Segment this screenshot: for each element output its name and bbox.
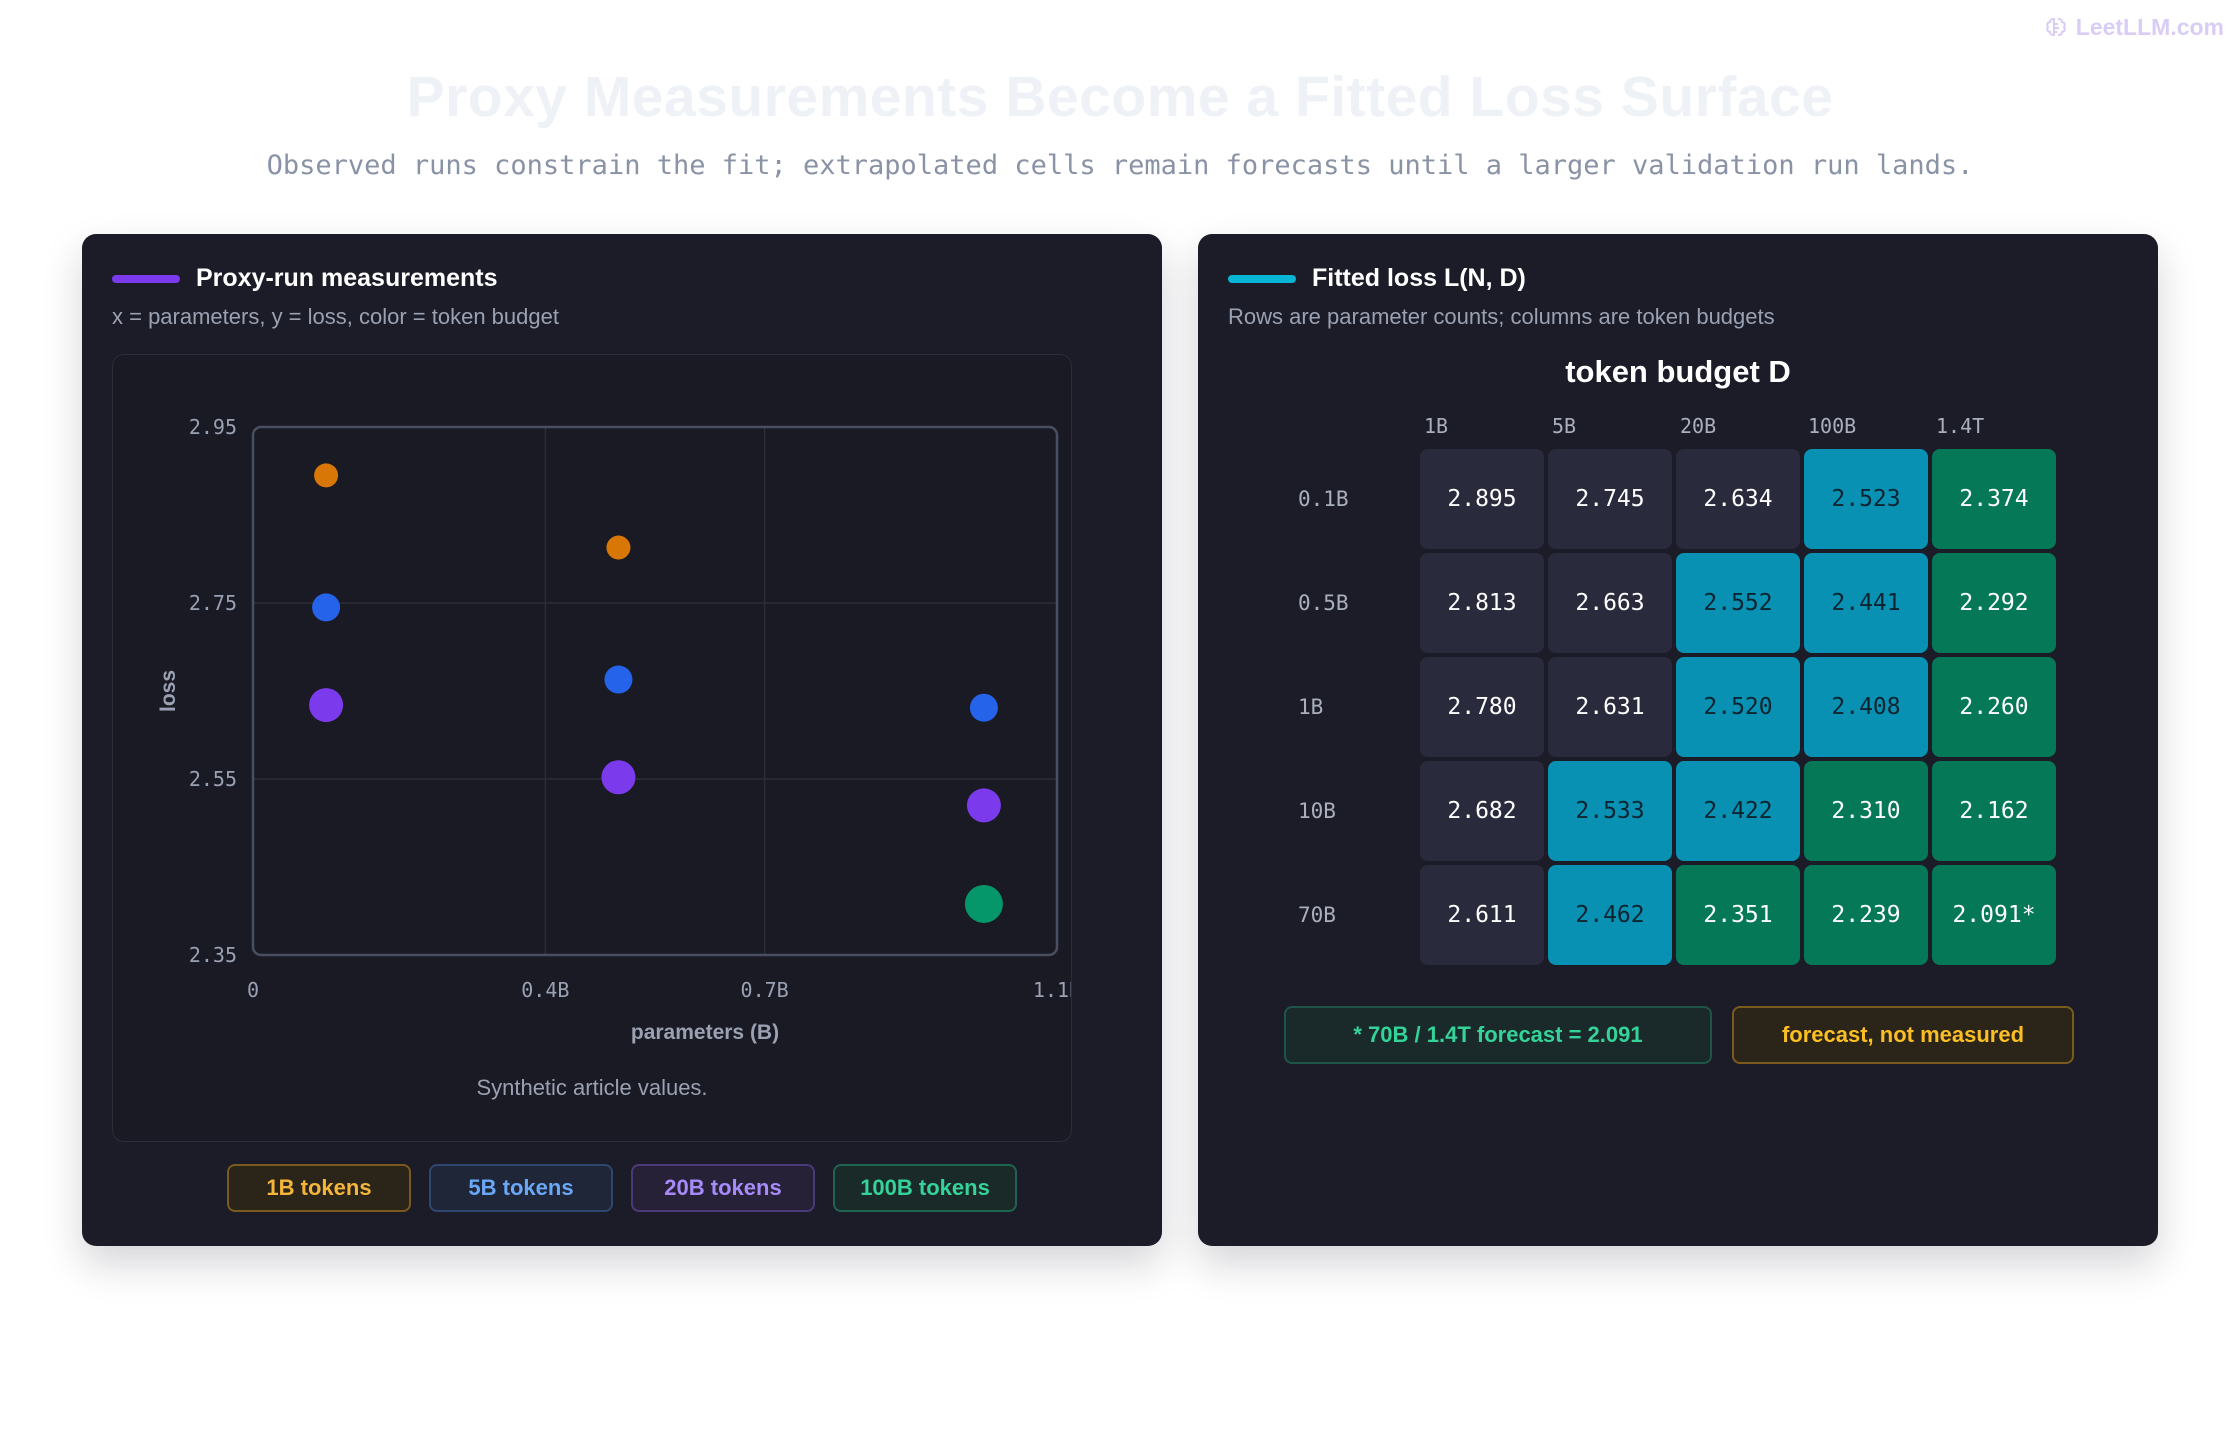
y-tick-label: 2.35 [189, 943, 237, 967]
x-tick-label: 0.4B [521, 978, 569, 1002]
heatmap-cell: 2.462 [1548, 865, 1672, 965]
x-tick-label: 1.1B [1033, 978, 1071, 1002]
heatmap-cell: 2.631 [1548, 657, 1672, 757]
column-label: 100B [1808, 414, 1857, 438]
forecast-note: * 70B / 1.4T forecast = 2.091 [1284, 1006, 1712, 1064]
y-axis-label: loss [157, 670, 180, 712]
column-label: 1.4T [1936, 414, 1985, 438]
heatmap-cell: 2.745 [1548, 449, 1672, 549]
panel-title: Proxy-run measurements [196, 264, 498, 292]
legend-item: 5B tokens [429, 1164, 613, 1212]
heatmap-cell: 2.813 [1420, 553, 1544, 653]
column-label: 20B [1680, 414, 1717, 438]
panel-subtitle: x = parameters, y = loss, color = token … [112, 304, 559, 329]
data-point [312, 593, 341, 622]
heatmap-cell: 2.611 [1420, 865, 1544, 965]
column-label: 1B [1424, 414, 1449, 438]
brand-label: LeetLLM.com [2075, 14, 2224, 40]
row-label: 0.5B [1298, 591, 1349, 615]
heatmap-axis-title: token budget D [1565, 354, 1791, 389]
heatmap-cell: 2.634 [1676, 449, 1800, 549]
row-label: 10B [1298, 799, 1336, 823]
row-label: 70B [1298, 903, 1336, 927]
heatmap-cell: 2.682 [1420, 761, 1544, 861]
heatmap-cell: 2.162 [1932, 761, 2056, 861]
chart-caption: Synthetic article values. [476, 1075, 708, 1100]
y-tick-label: 2.95 [189, 415, 237, 439]
heatmap-cell: 2.520 [1676, 657, 1800, 757]
scatter-svg: 2.95 2.75 2.55 2.35 0 0.4B 0.7B 1.1B parameters … [157, 415, 1071, 1044]
heatmap-cell: 2.533 [1548, 761, 1672, 861]
x-axis-label: parameters (B) [631, 1021, 779, 1044]
heatmap-cell: 2.441 [1804, 553, 1928, 653]
y-tick-label: 2.55 [189, 767, 237, 791]
heatmap-cell: 2.260 [1932, 657, 2056, 757]
data-point [604, 665, 633, 694]
data-point [606, 535, 631, 560]
legend: 1B tokens 5B tokens 20B tokens 100B tokens [82, 1164, 1162, 1212]
accent-bar [112, 274, 180, 283]
legend-item: 1B tokens [227, 1164, 411, 1212]
heatmap-cell: 2.895 [1420, 449, 1544, 549]
heatmap-grid: 1B 5B 20B 100B 1.4T 0.1B 2.895 2.745 2.634 2.523 2… [1198, 234, 2158, 1246]
row-label: 1B [1298, 695, 1324, 719]
data-point [966, 788, 1001, 823]
data-point [964, 884, 1003, 923]
heatmap-cell: 2.310 [1804, 761, 1928, 861]
heatmap-cell: 2.552 [1676, 553, 1800, 653]
data-point [309, 688, 344, 723]
heatmap-cell: 2.374 [1932, 449, 2056, 549]
x-tick-label: 0.7B [741, 978, 789, 1002]
plot-frame [251, 425, 1059, 957]
heatmap-cell: 2.351 [1676, 865, 1800, 965]
legend-item: 20B tokens [631, 1164, 815, 1212]
heatmap-cell: 2.091* [1932, 865, 2056, 965]
data-point [314, 463, 339, 488]
row-label: 0.1B [1298, 487, 1349, 511]
y-tick-label: 2.75 [189, 591, 237, 615]
heatmap-panel: Fitted loss L(N, D) Rows are parameter c… [1198, 234, 2158, 1246]
brand[interactable]: LeetLLM.com [2044, 14, 2224, 41]
scatter-panel: Proxy-run measurements x = parameters, y… [82, 234, 1162, 1246]
panel-title: Fitted loss L(N, D) [1312, 264, 1526, 292]
heatmap-cell: 2.292 [1932, 553, 2056, 653]
accent-bar [1228, 274, 1296, 283]
data-point [601, 760, 636, 795]
heatmap-cell: 2.422 [1676, 761, 1800, 861]
page-subtitle: Observed runs constrain the fit; extrapo… [266, 150, 1974, 181]
legend-item: 100B tokens [833, 1164, 1017, 1212]
data-point [969, 693, 998, 722]
heatmap-cell: 2.523 [1804, 449, 1928, 549]
brain-icon [2046, 17, 2066, 36]
heatmap-cell: 2.239 [1804, 865, 1928, 965]
heatmap-cell: 2.780 [1420, 657, 1544, 757]
forecast-warning-badge: forecast, not measured [1732, 1006, 2074, 1064]
page-title: Proxy Measurements Become a Fitted Loss … [406, 65, 1834, 129]
panel-subtitle: Rows are parameter counts; columns are t… [1228, 304, 1775, 329]
column-label: 5B [1552, 414, 1577, 438]
heatmap-cell: 2.408 [1804, 657, 1928, 757]
scatter-chart: 2.95 2.75 2.55 2.35 0 0.4B 0.7B 1.1B parameters … [112, 354, 1072, 1142]
heatmap-cell: 2.663 [1548, 553, 1672, 653]
x-tick-label: 0 [247, 978, 259, 1002]
